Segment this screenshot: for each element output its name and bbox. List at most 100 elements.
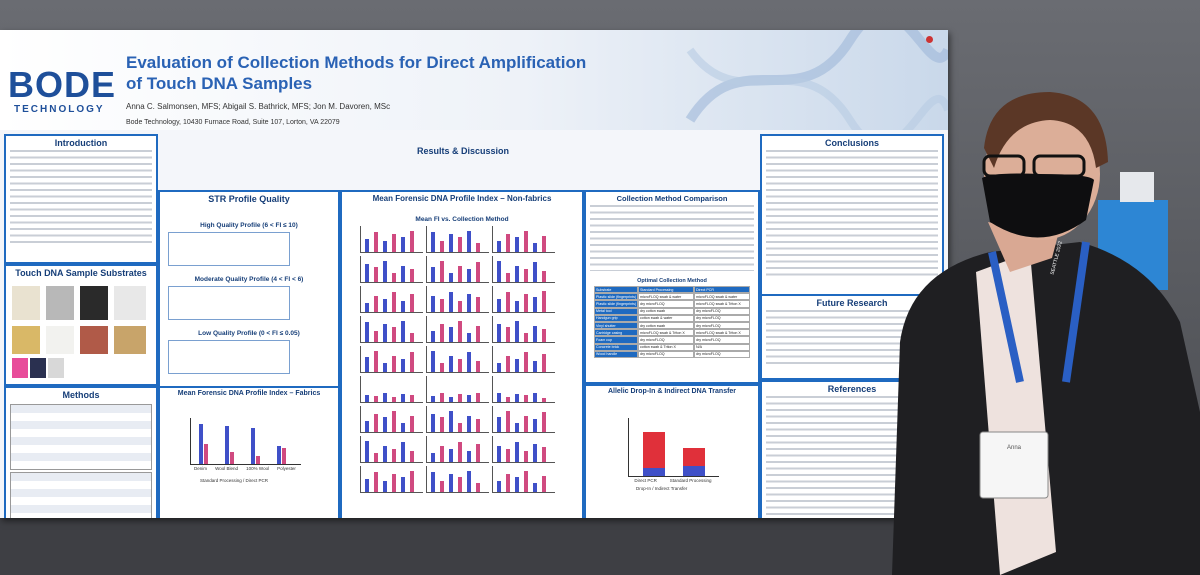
standard-bar <box>449 273 453 282</box>
plastic-slide-photo <box>12 286 40 320</box>
standard-bar <box>365 356 369 372</box>
dropin-legend: Drop-In / Indirect Transfer <box>636 486 688 491</box>
standard-bar <box>365 264 369 282</box>
dropin-chart <box>628 418 719 477</box>
direct-pcr-bar <box>392 411 396 432</box>
polyester-standard-bar <box>277 446 281 464</box>
badge-name: Anna <box>1006 445 1021 451</box>
optimal-table-cell: Handgun grip <box>594 314 638 322</box>
conclusions-text-placeholder <box>766 150 938 280</box>
optimal-table-row: Metal tool dry cotton swab dry microFLOQ <box>594 307 750 315</box>
tick-wool: 100% Wool <box>246 466 270 471</box>
standard-bar <box>449 234 453 252</box>
collection-substrate-table <box>10 404 152 470</box>
optimal-table-cell: dry microFLOQ <box>694 350 750 358</box>
nonfabric-mini-chart <box>360 406 423 433</box>
direct-pcr-bar <box>476 418 480 432</box>
high-quality-electropherogram <box>168 232 290 266</box>
str-profile-panel: STR Profile Quality High Quality Profile… <box>158 190 340 392</box>
standard-bar <box>449 355 453 372</box>
cartridge-casing-photo <box>12 326 40 354</box>
direct-pcr-bar <box>506 326 510 342</box>
optimal-table-row: Vinyl shutter dry cotton swab dry microFLO… <box>594 321 750 330</box>
optimal-table-cell: microFLOQ swab & water <box>638 293 694 301</box>
direct-pcr-bar <box>506 292 510 312</box>
standard-bar <box>515 423 519 432</box>
direct-pcr-bar <box>458 321 462 342</box>
standard-bar <box>497 445 501 462</box>
handgun-grip-photo <box>80 286 108 320</box>
direct-pcr-bar <box>524 451 528 462</box>
standard-bar <box>467 395 471 402</box>
foam-cup-photo <box>46 326 74 354</box>
optimal-table-cell: dry microFLOQ <box>694 314 750 322</box>
standard-bar <box>401 321 405 342</box>
direct-pcr-bar <box>542 446 546 462</box>
nonfabric-mini-chart <box>360 256 423 283</box>
bode-logo: BODE <box>8 64 117 105</box>
nonfabric-mini-chart <box>426 226 489 253</box>
direct-pcr-bar <box>506 411 510 432</box>
direct-pcr-dropin-bar <box>643 468 665 476</box>
direct-pcr-bar <box>440 445 444 462</box>
direct-pcr-bar <box>458 265 462 282</box>
direct-pcr-bar <box>542 271 546 282</box>
direct-pcr-bar <box>476 296 480 312</box>
nonfabric-mini-chart <box>426 436 489 463</box>
standard-bar <box>449 474 453 492</box>
wool-blend-standard-bar <box>225 426 229 464</box>
standard-bar <box>365 322 369 342</box>
standard-bar <box>533 361 537 372</box>
standard-bar <box>431 295 435 312</box>
standard-bar <box>449 397 453 402</box>
substrates-panel: Touch DNA Sample Substrates <box>4 264 158 386</box>
standard-bar <box>515 476 519 492</box>
intro-panel: Introduction <box>4 134 158 264</box>
direct-pcr-bar <box>476 444 480 462</box>
optimal-table-cell: microFLOQ swab & Triton X <box>694 300 750 308</box>
direct-pcr-bar <box>392 355 396 372</box>
optimal-table-cell: microFLOQ swab & water <box>694 293 750 301</box>
optimal-table-cell: Cartridge casing <box>594 329 638 337</box>
moderate-quality-label: Moderate Quality Profile (4 < FI < 6) <box>194 276 304 283</box>
wood-handle-photo <box>114 326 146 354</box>
standard-bar <box>383 241 387 252</box>
direct-pcr-bar <box>374 232 378 252</box>
direct-pcr-bar <box>374 331 378 342</box>
presenter-person <box>892 92 1200 575</box>
direct-pcr-bar <box>458 301 462 312</box>
optimal-table-cell: Foam cup <box>594 336 638 344</box>
direct-pcr-bar <box>524 333 528 342</box>
optimal-table-cell: dry microFLOQ <box>694 307 750 315</box>
direct-pcr-bar <box>374 295 378 312</box>
nonfabrics-chart-title: Mean FI vs. Collection Method <box>415 216 509 223</box>
standard-bar <box>383 481 387 492</box>
standard-bar <box>449 292 453 312</box>
nonfabric-mini-chart <box>360 436 423 463</box>
nonfabric-mini-chart <box>492 406 555 433</box>
direct-pcr-bar <box>440 416 444 432</box>
direct-pcr-bar <box>476 361 480 372</box>
fabrics-panel: Mean Forensic DNA Profile Index – Fabric… <box>158 386 340 518</box>
direct-pcr-bar <box>374 472 378 492</box>
direct-pcr-bar <box>440 481 444 492</box>
optimal-table-cell: N/A <box>694 343 750 351</box>
direct-pcr-bar <box>542 235 546 252</box>
low-quality-electropherogram <box>168 340 290 374</box>
paper-sign <box>1120 172 1154 202</box>
concrete-brick-photo <box>80 326 108 354</box>
intro-text-placeholder <box>10 150 152 246</box>
direct-pcr-bar <box>524 268 528 282</box>
references-heading: References <box>827 384 877 394</box>
direct-pcr-bar <box>506 273 510 282</box>
tick-wool-blend: Wool Blend <box>215 466 239 471</box>
process-method-table <box>10 472 152 518</box>
standard-bar <box>515 301 519 312</box>
standard-bar <box>497 241 501 252</box>
optimal-table-cell: Metal tool <box>594 307 638 315</box>
nonfabric-mini-chart <box>426 286 489 313</box>
nonfabrics-chart-grid <box>360 226 560 494</box>
direct-pcr-bar <box>410 395 414 402</box>
nonfabric-mini-chart <box>492 436 555 463</box>
wool-direct-bar <box>256 456 260 464</box>
